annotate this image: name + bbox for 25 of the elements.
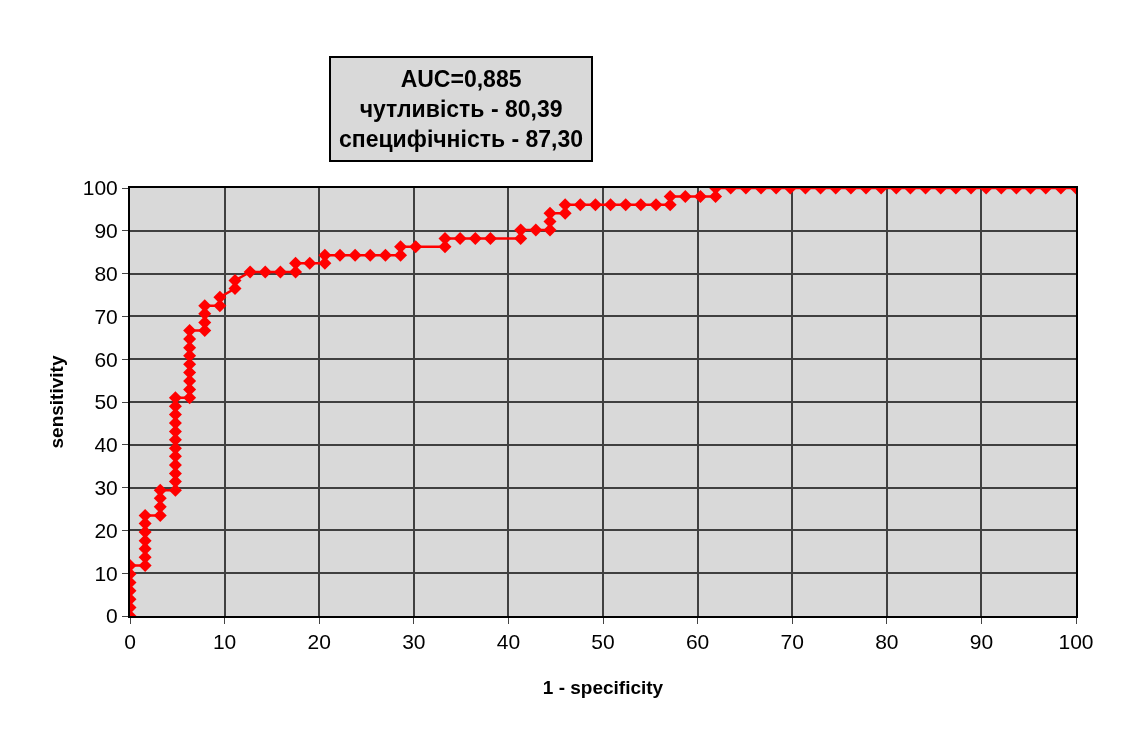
y-tick-label: 50 [94, 390, 118, 414]
x-tick-label: 40 [496, 630, 521, 654]
x-tick-label: 50 [591, 630, 615, 654]
x-tick-label: 10 [212, 630, 237, 654]
y-tick-label: 10 [94, 561, 118, 585]
x-tick-label: 70 [780, 630, 804, 654]
y-axis-title: sensitivity [46, 355, 68, 449]
chart-title: AUC=0,885 чутливість - 80,39 специфічність - 87,30 [339, 66, 584, 152]
y-tick-label: 60 [94, 347, 118, 371]
y-tick-label: 70 [94, 304, 118, 328]
x-tick-label: 80 [875, 630, 899, 654]
y-tick-label: 90 [94, 219, 118, 243]
x-axis-title: 1 - specificity [542, 676, 664, 698]
x-tick-label: 60 [685, 630, 710, 654]
x-tick-label: 20 [307, 630, 331, 654]
x-tick-label: 90 [969, 630, 994, 654]
x-tick-label: 30 [402, 630, 426, 654]
y-tick-label: 20 [94, 518, 118, 542]
y-tick-label: 30 [94, 475, 118, 499]
x-tick-label: 0 [124, 630, 136, 654]
y-tick-label: 100 [82, 176, 118, 200]
x-tick-label: 100 [1058, 630, 1094, 654]
y-tick-label: 40 [94, 433, 118, 457]
y-tick-label: 0 [106, 604, 118, 628]
y-tick-label: 80 [94, 261, 118, 285]
